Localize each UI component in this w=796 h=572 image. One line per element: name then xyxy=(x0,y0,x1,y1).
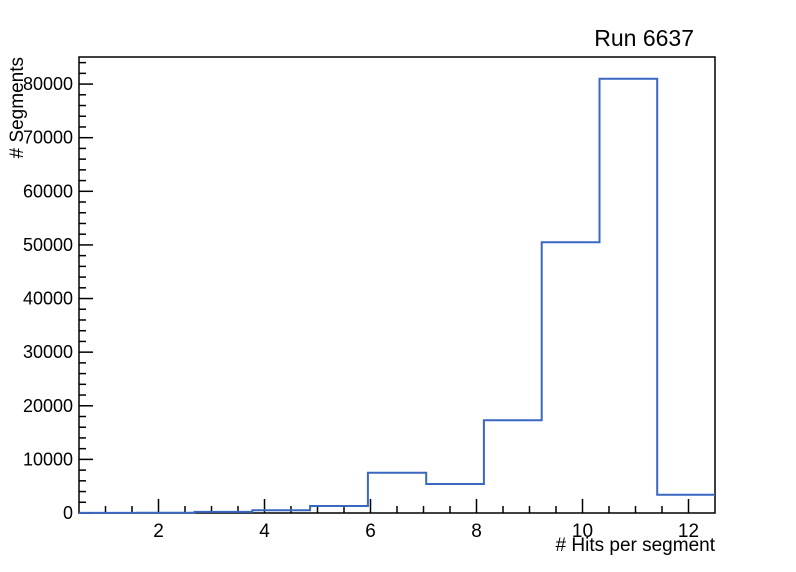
x-tick-label: 12 xyxy=(678,521,699,542)
y-tick-label: 80000 xyxy=(23,74,73,94)
x-axis-title: # Hits per segment xyxy=(555,535,715,556)
x-tick-label: 6 xyxy=(365,521,376,542)
x-tick-label: 2 xyxy=(153,521,164,542)
y-tick-label: 20000 xyxy=(23,396,73,416)
y-tick-label: 70000 xyxy=(23,128,73,148)
chart-title: Run 6637 xyxy=(594,25,694,51)
y-tick-label: 10000 xyxy=(23,449,73,469)
plot-frame xyxy=(78,56,716,514)
x-tick-label: 8 xyxy=(471,521,482,542)
y-tick-label: 50000 xyxy=(23,235,73,255)
y-axis-title: # Segments xyxy=(7,57,28,159)
histogram-line xyxy=(79,77,715,514)
y-tick-label: 30000 xyxy=(23,342,73,362)
y-tick-label: 40000 xyxy=(23,289,73,309)
x-tick-label: 4 xyxy=(259,521,270,542)
x-tick-label: 10 xyxy=(572,521,593,542)
y-tick-label: 60000 xyxy=(23,181,73,201)
y-tick-label: 0 xyxy=(63,503,73,523)
